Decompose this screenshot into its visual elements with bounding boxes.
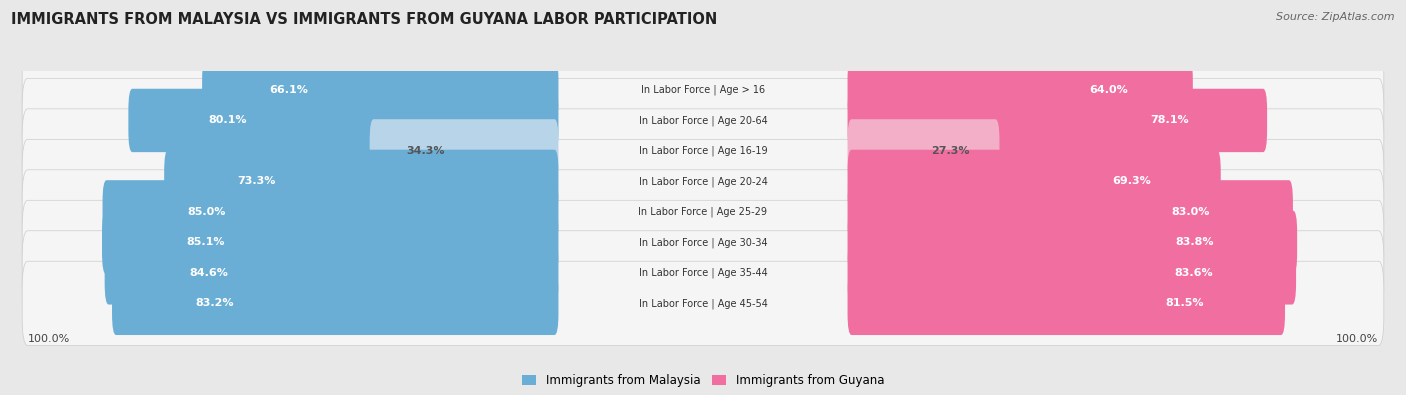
Text: IMMIGRANTS FROM MALAYSIA VS IMMIGRANTS FROM GUYANA LABOR PARTICIPATION: IMMIGRANTS FROM MALAYSIA VS IMMIGRANTS F…: [11, 12, 717, 27]
FancyBboxPatch shape: [848, 211, 1298, 274]
Text: 27.3%: 27.3%: [931, 146, 970, 156]
FancyBboxPatch shape: [848, 150, 1220, 213]
Text: 85.1%: 85.1%: [187, 237, 225, 247]
Text: 78.1%: 78.1%: [1150, 115, 1189, 126]
Text: In Labor Force | Age 20-24: In Labor Force | Age 20-24: [638, 176, 768, 187]
FancyBboxPatch shape: [848, 180, 1294, 244]
FancyBboxPatch shape: [103, 211, 558, 274]
Text: In Labor Force | Age 30-34: In Labor Force | Age 30-34: [638, 237, 768, 248]
FancyBboxPatch shape: [22, 170, 1384, 254]
Text: 83.2%: 83.2%: [195, 298, 233, 308]
FancyBboxPatch shape: [22, 231, 1384, 315]
FancyBboxPatch shape: [128, 89, 558, 152]
FancyBboxPatch shape: [202, 58, 558, 122]
Text: 34.3%: 34.3%: [406, 146, 444, 156]
FancyBboxPatch shape: [848, 241, 1296, 305]
Text: 69.3%: 69.3%: [1112, 177, 1152, 186]
FancyBboxPatch shape: [370, 119, 558, 182]
FancyBboxPatch shape: [22, 109, 1384, 193]
FancyBboxPatch shape: [22, 78, 1384, 162]
Text: In Labor Force | Age > 16: In Labor Force | Age > 16: [641, 85, 765, 95]
FancyBboxPatch shape: [103, 180, 558, 244]
FancyBboxPatch shape: [848, 58, 1192, 122]
Text: In Labor Force | Age 45-54: In Labor Force | Age 45-54: [638, 298, 768, 308]
Text: 85.0%: 85.0%: [187, 207, 225, 217]
Text: In Labor Force | Age 35-44: In Labor Force | Age 35-44: [638, 267, 768, 278]
FancyBboxPatch shape: [112, 272, 558, 335]
FancyBboxPatch shape: [848, 119, 1000, 182]
FancyBboxPatch shape: [848, 89, 1267, 152]
Text: In Labor Force | Age 25-29: In Labor Force | Age 25-29: [638, 207, 768, 217]
Text: 80.1%: 80.1%: [208, 115, 247, 126]
Text: 83.6%: 83.6%: [1174, 268, 1213, 278]
Text: In Labor Force | Age 16-19: In Labor Force | Age 16-19: [638, 146, 768, 156]
FancyBboxPatch shape: [22, 261, 1384, 345]
Text: In Labor Force | Age 20-64: In Labor Force | Age 20-64: [638, 115, 768, 126]
Text: 83.8%: 83.8%: [1175, 237, 1213, 247]
FancyBboxPatch shape: [104, 241, 558, 305]
FancyBboxPatch shape: [165, 150, 558, 213]
FancyBboxPatch shape: [22, 139, 1384, 224]
Legend: Immigrants from Malaysia, Immigrants from Guyana: Immigrants from Malaysia, Immigrants fro…: [517, 369, 889, 391]
FancyBboxPatch shape: [848, 272, 1285, 335]
Text: Source: ZipAtlas.com: Source: ZipAtlas.com: [1277, 12, 1395, 22]
Text: 84.6%: 84.6%: [188, 268, 228, 278]
Text: 64.0%: 64.0%: [1090, 85, 1128, 95]
Text: 66.1%: 66.1%: [269, 85, 308, 95]
FancyBboxPatch shape: [22, 200, 1384, 284]
Text: 81.5%: 81.5%: [1166, 298, 1204, 308]
Text: 100.0%: 100.0%: [28, 333, 70, 344]
Text: 73.3%: 73.3%: [238, 177, 276, 186]
FancyBboxPatch shape: [22, 48, 1384, 132]
Text: 100.0%: 100.0%: [1336, 333, 1378, 344]
Text: 83.0%: 83.0%: [1171, 207, 1211, 217]
